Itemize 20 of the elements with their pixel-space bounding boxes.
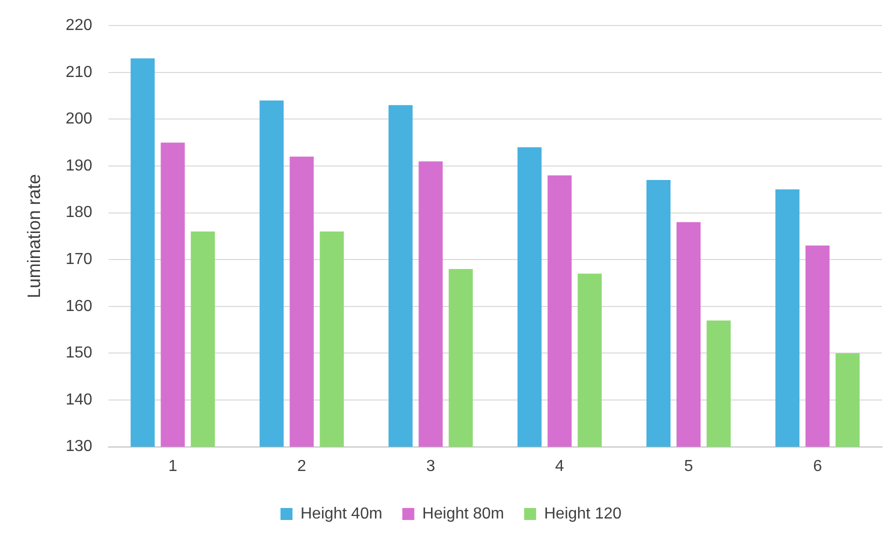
y-tick-label: 170 xyxy=(66,251,92,268)
x-tick-label: 6 xyxy=(813,458,822,475)
x-tick-label: 1 xyxy=(168,458,178,475)
x-tick-label: 2 xyxy=(297,458,306,475)
y-tick-label: 220 xyxy=(66,17,92,34)
y-tick-label: 210 xyxy=(66,64,92,81)
legend-label: Height 40m xyxy=(300,505,382,522)
y-tick-label: 160 xyxy=(66,298,92,315)
y-tick-label: 150 xyxy=(66,344,92,362)
y-tick-label: 130 xyxy=(66,438,92,456)
y-tick-label: 140 xyxy=(66,391,92,408)
legend-label: Height 80m xyxy=(422,505,504,522)
legend-label: Height 120 xyxy=(544,505,622,522)
y-tick-label: 190 xyxy=(66,157,92,174)
x-tick-label: 4 xyxy=(555,458,564,475)
x-tick-label: 5 xyxy=(684,458,694,475)
y-tick-label: 200 xyxy=(66,110,92,128)
x-tick-label: 3 xyxy=(426,458,436,475)
y-axis-title: Lumination rate xyxy=(24,174,44,298)
y-tick-label: 180 xyxy=(66,204,92,222)
